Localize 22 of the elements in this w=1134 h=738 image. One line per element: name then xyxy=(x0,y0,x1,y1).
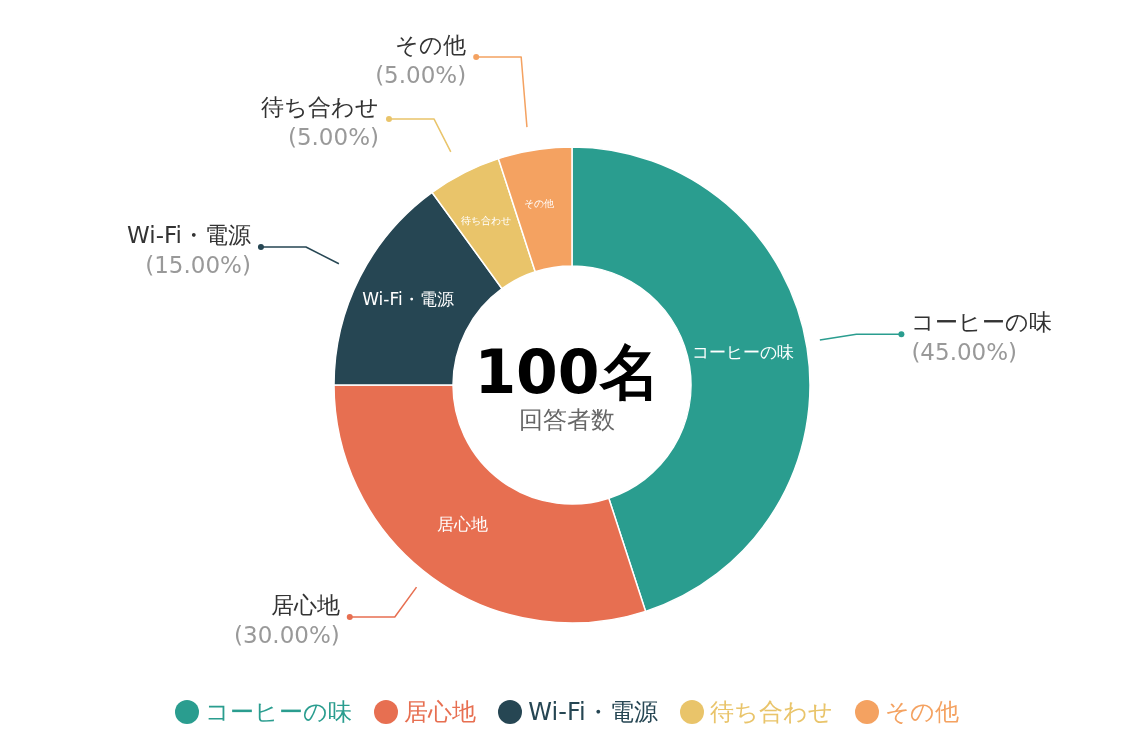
legend-label: 居心地 xyxy=(404,697,477,728)
legend-label: その他 xyxy=(884,697,959,728)
data-label: (15.00%) xyxy=(145,251,251,278)
slice-label: コーヒーの味 xyxy=(692,342,795,363)
slice-label: Wi-Fi・電源 xyxy=(127,221,251,248)
slice-label: 待ち合わせ xyxy=(260,93,379,120)
data-label: (5.00%) xyxy=(375,61,467,88)
slice-label: 居心地 xyxy=(436,514,488,535)
data-label: (30.00%) xyxy=(234,622,340,649)
slice-label: 居心地 xyxy=(270,592,340,619)
legend-label: 待ち合わせ xyxy=(709,697,833,728)
slice-label: 待ち合わせ xyxy=(460,215,511,227)
legend-label: Wi-Fi・電源 xyxy=(528,697,658,728)
text: 100名 xyxy=(473,337,661,407)
slice-label: Wi-Fi・電源 xyxy=(362,288,454,309)
data-label: (5.00%) xyxy=(287,123,379,150)
data-label: (45.00%) xyxy=(911,339,1018,366)
slice-label: その他 xyxy=(395,31,467,58)
slice-label: その他 xyxy=(524,198,555,210)
category-label: コーヒーの味 xyxy=(205,698,353,726)
legend-label: コーヒーの味 xyxy=(911,309,1053,336)
text: 回答者数 xyxy=(518,405,616,436)
